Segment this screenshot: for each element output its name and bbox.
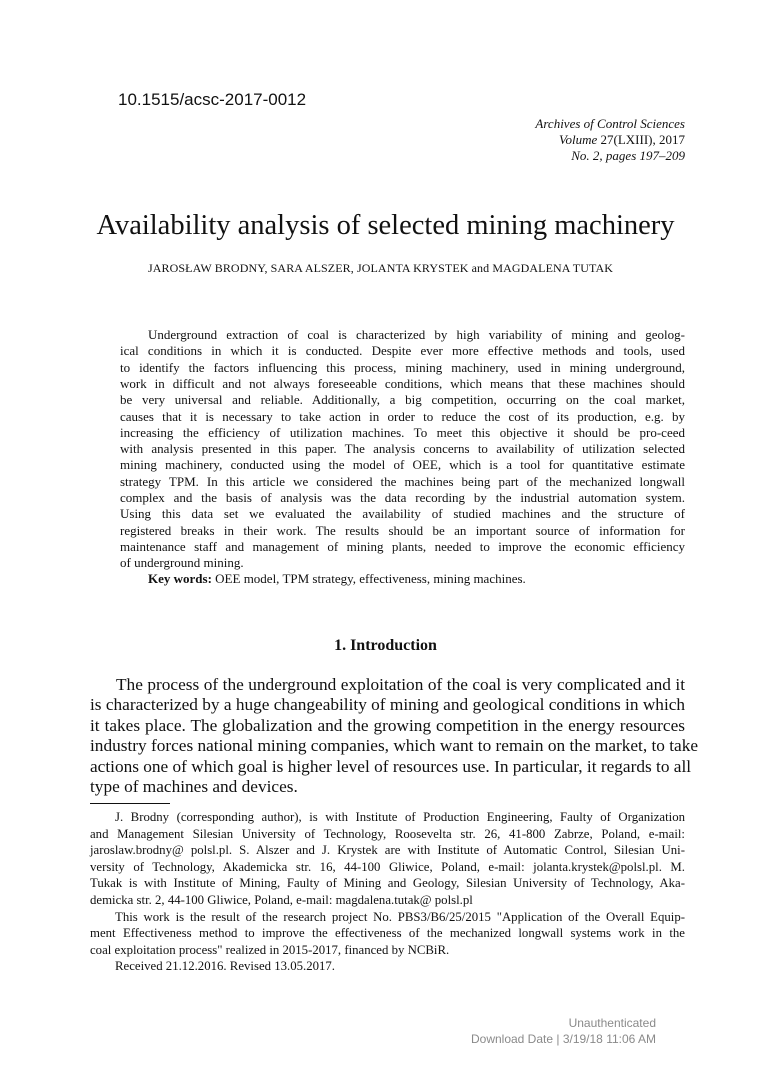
footnote-rule — [90, 803, 170, 804]
text-line: Using this data set we evaluated the ava… — [120, 506, 685, 522]
text-line: Tukak is with Institute of Mining, Fault… — [90, 876, 685, 891]
keywords: Key words: OEE model, TPM strategy, effe… — [148, 571, 526, 587]
text-line: is characterized by a huge changeability… — [90, 695, 686, 715]
text-line: complex and the basis of analysis was th… — [120, 490, 685, 505]
text-line: versity of Technology, Akademicka str. 1… — [90, 859, 685, 874]
watermark-unauthenticated: Unauthenticated — [568, 1016, 656, 1030]
volume-value: 27(LXIII), 2017 — [600, 132, 685, 147]
authors: JAROSŁAW BRODNY, SARA ALSZER, JOLANTA KR… — [148, 261, 613, 275]
keywords-label: Key words: — [148, 571, 212, 586]
text-line: mining machinery, conducted using the mo… — [120, 457, 685, 473]
doi: 10.1515/acsc-2017-0012 — [118, 90, 307, 109]
text-line: demicka str. 2, 44-100 Gliwice, Poland, … — [90, 893, 473, 907]
text-line: actions one of which goal is higher leve… — [90, 756, 692, 776]
volume-label: Volume — [558, 132, 598, 147]
text-line: be very universal and reliable. Addition… — [120, 392, 685, 408]
text-line: Received 21.12.2016. Revised 13.05.2017. — [115, 959, 336, 974]
text-line: to identify the factors influencing this… — [120, 359, 685, 375]
watermark-download-date: Download Date | 3/19/18 11:06 AM — [470, 1032, 656, 1046]
journal-volume: Volume 27(LXIII), 2017 — [559, 132, 685, 148]
text-line: causes that it is necessary to take acti… — [120, 408, 685, 424]
keywords-text: OEE model, TPM strategy, effectiveness, … — [215, 571, 526, 586]
text-line: work in difficult and not always foresee… — [120, 375, 685, 391]
paper-title: Availability analysis of selected mining… — [96, 210, 675, 241]
text-line: type of machines and devices. — [90, 777, 298, 796]
text-line: and Management Silesian University of Te… — [90, 826, 685, 841]
text-line: ical conditions in which it is conducted… — [120, 343, 685, 359]
text-line: jaroslaw.brodny@ polsl.pl. S. Alszer and… — [90, 843, 685, 858]
text-line: Underground extraction of coal is charac… — [148, 327, 685, 342]
journal-name: Archives of Control Sciences — [535, 116, 685, 131]
text-line: ment Effectiveness method to improve the… — [90, 926, 685, 941]
text-line: The process of the underground exploitat… — [116, 675, 685, 694]
text-line: strategy TPM. In this article we conside… — [120, 473, 685, 489]
text-line: increasing the efficiency of utilization… — [120, 424, 685, 440]
journal-issue: No. 2, pages 197–209 — [571, 148, 685, 163]
text-line: J. Brodny (corresponding author), is wit… — [115, 810, 685, 824]
text-line: it takes place. The globalization and th… — [90, 715, 685, 735]
text-line: of underground mining. — [120, 555, 244, 571]
text-line: industry forces national mining companie… — [90, 736, 699, 756]
section-heading: 1. Introduction — [334, 637, 437, 654]
text-line: This work is the result of the research … — [115, 909, 685, 924]
text-line: with analysis presented in this paper. T… — [120, 441, 685, 457]
text-line: maintenance staff and management of mini… — [120, 538, 685, 554]
text-line: registered breaks in their work. The res… — [120, 522, 685, 538]
text-line: coal exploitation process" realized in 2… — [90, 942, 450, 957]
